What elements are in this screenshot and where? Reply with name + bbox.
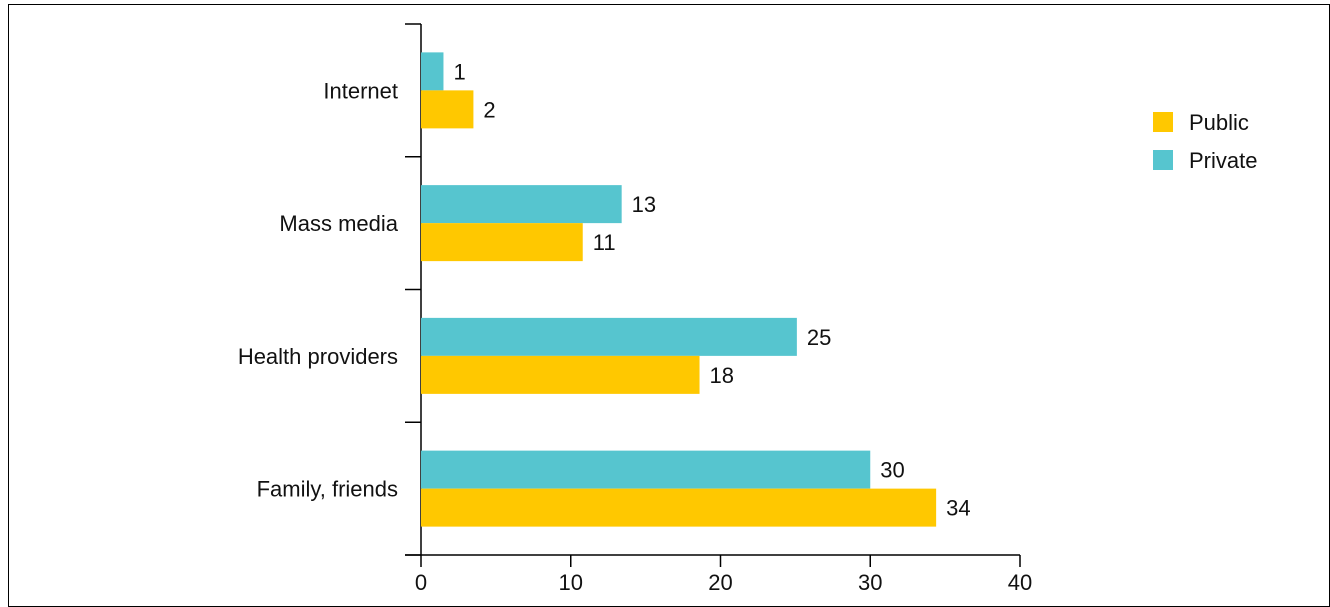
- value-label: 18: [710, 363, 734, 388]
- value-label: 13: [632, 192, 656, 217]
- value-label: 2: [483, 97, 495, 122]
- bar-public: [421, 90, 474, 129]
- legend-swatch-private: [1153, 150, 1173, 170]
- x-tick-label: 10: [559, 570, 583, 595]
- labels: Internet 12 Mass media 13 11 Health providers…: [238, 59, 971, 520]
- bar-private: [421, 317, 797, 356]
- bar-public: [421, 223, 583, 262]
- bar-private: [421, 450, 871, 489]
- legend: Public Private: [1153, 110, 1257, 173]
- bars: [421, 52, 937, 527]
- legend-label-public: Public: [1189, 110, 1249, 135]
- x-tick-label: 30: [858, 570, 882, 595]
- x-tick-label: 0: [415, 570, 427, 595]
- bar-private: [421, 185, 622, 224]
- category-label: Family, friends: [257, 477, 398, 502]
- legend-label-private: Private: [1189, 148, 1257, 173]
- bar-public: [421, 488, 937, 527]
- value-label: 34: [946, 496, 970, 521]
- value-label: 11: [593, 230, 616, 255]
- category-label: Mass media: [279, 211, 398, 236]
- bar-private: [421, 52, 444, 91]
- value-label: 1: [453, 59, 465, 84]
- x-tick-label: 20: [708, 570, 732, 595]
- value-label: 25: [807, 325, 831, 350]
- bar-public: [421, 355, 700, 394]
- legend-swatch-public: [1153, 112, 1173, 132]
- category-label: Internet: [323, 78, 398, 103]
- value-label: 30: [880, 458, 904, 483]
- category-label: Health providers: [238, 344, 398, 369]
- x-tick-label: 40: [1008, 570, 1032, 595]
